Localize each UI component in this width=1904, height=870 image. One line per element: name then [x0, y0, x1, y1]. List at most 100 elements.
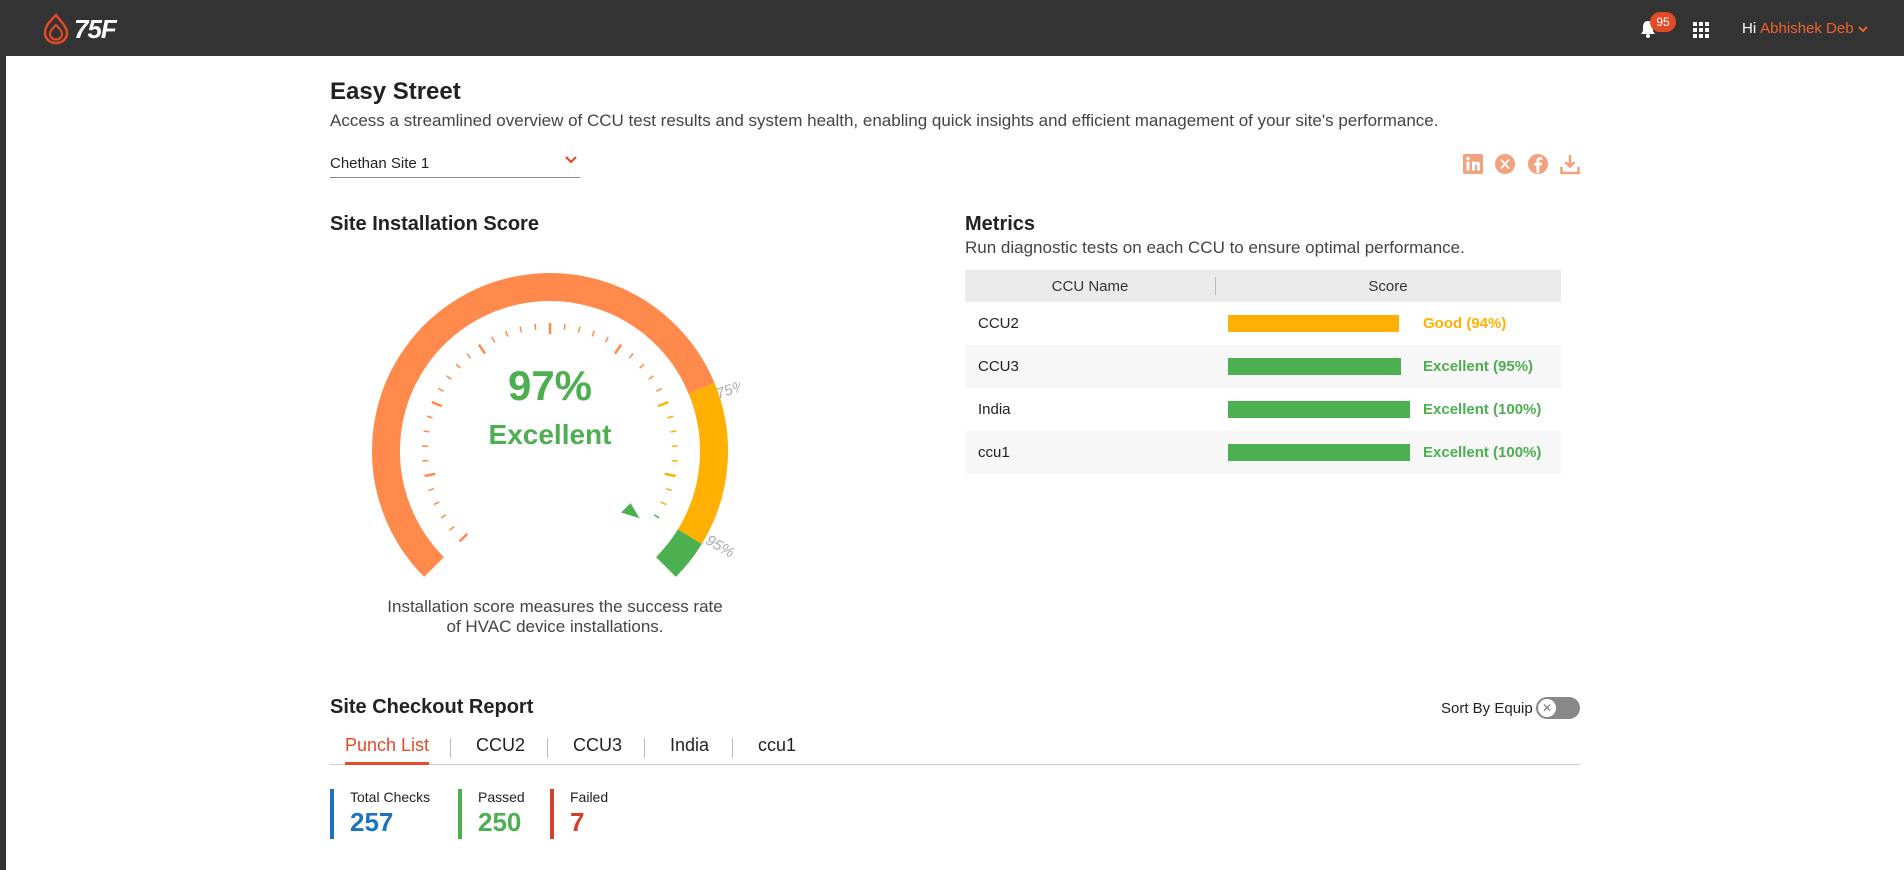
- checkout-title: Site Checkout Report: [330, 696, 534, 718]
- installation-score-title: Site Installation Score: [330, 213, 539, 235]
- metrics-table: CCU Name Score CCU2 Good (94%) CCU3 Excelle…: [965, 270, 1561, 474]
- gauge-tick: [449, 525, 455, 531]
- score-bar: [1228, 315, 1400, 332]
- tab-divider: [547, 738, 548, 758]
- gauge-tick: [648, 375, 654, 380]
- gauge-tick: [660, 501, 667, 506]
- download-icon[interactable]: [1559, 153, 1581, 175]
- checkout-tabs: Punch List CCU2 CCU3 India ccu1: [330, 733, 1580, 765]
- col-ccu-name[interactable]: CCU Name: [1051, 277, 1129, 295]
- gauge-tick: [491, 336, 496, 343]
- gauge-tick: [670, 430, 677, 433]
- greeting-text: Hi: [1742, 20, 1757, 37]
- column-divider: [1215, 277, 1216, 295]
- toggle-knob-close-icon: ✕: [1538, 699, 1556, 717]
- chevron-down-icon: [1857, 25, 1868, 32]
- site-select[interactable]: Chethan Site 1: [330, 150, 580, 178]
- score-label: Excellent (95%): [1423, 358, 1534, 375]
- table-row[interactable]: India Excellent (100%): [965, 388, 1561, 431]
- gauge-tick: [653, 514, 660, 519]
- notification-badge: 95: [1650, 12, 1676, 32]
- gauge-tick: [604, 336, 609, 343]
- metrics-subtitle: Run diagnostic tests on each CCU to ensu…: [965, 238, 1465, 257]
- score-bar: [1228, 358, 1401, 375]
- gauge-tick: [613, 343, 623, 355]
- sort-by-equip-toggle[interactable]: ✕: [1536, 697, 1580, 719]
- ccu-name: ccu1: [978, 444, 1010, 461]
- gauge-tick: [433, 501, 440, 506]
- page-subtitle: Access a streamlined overview of CCU tes…: [330, 111, 1439, 130]
- left-frame: [0, 56, 6, 870]
- gauge-arc-mid: [677, 382, 728, 544]
- stat-failed-value: 7: [570, 807, 585, 837]
- metrics-table-header: CCU Name Score: [965, 270, 1561, 302]
- apps-grid-icon[interactable]: [1693, 22, 1709, 38]
- stat-passed: Passed 250: [458, 789, 525, 839]
- gauge-rating: Excellent: [489, 419, 612, 450]
- stat-failed-label: Failed: [570, 789, 609, 805]
- tab-divider: [644, 738, 645, 758]
- table-row[interactable]: CCU3 Excellent (95%): [965, 345, 1561, 388]
- user-menu[interactable]: Hi Abhishek Deb: [1742, 20, 1868, 37]
- stat-passed-label: Passed: [478, 789, 525, 805]
- gauge-tick: [455, 363, 461, 369]
- col-score[interactable]: Score: [1368, 277, 1408, 295]
- gauge-tick: [534, 323, 537, 330]
- installation-gauge: 75% 95% 97% Excellent: [372, 273, 740, 577]
- table-row[interactable]: ccu1 Excellent (100%): [965, 431, 1561, 474]
- gauge-tick: [591, 330, 596, 337]
- page-title: Easy Street: [330, 78, 461, 105]
- stat-failed: Failed 7: [550, 789, 608, 839]
- tab-ccu1[interactable]: ccu1: [758, 735, 797, 755]
- gauge-tick: [431, 400, 443, 408]
- score-bar: [1228, 444, 1410, 461]
- ccu-name: CCU3: [978, 358, 1019, 375]
- site-select-value: Chethan Site 1: [330, 155, 430, 172]
- gauge-tick: [426, 415, 433, 419]
- stat-total-label: Total Checks: [350, 789, 431, 805]
- metrics-rows: CCU2 Good (94%) CCU3 Excellent (95%) India Ex…: [965, 302, 1561, 474]
- tab-ccu3[interactable]: CCU3: [573, 735, 623, 755]
- logo[interactable]: 75F: [42, 12, 117, 46]
- gauge-tick: [665, 487, 672, 492]
- tab-divider: [732, 738, 733, 758]
- score-label: Excellent (100%): [1423, 444, 1542, 461]
- gauge-pointer: [621, 503, 640, 519]
- stat-passed-value: 250: [478, 807, 522, 837]
- gauge-arc-high: [655, 529, 702, 577]
- stat-total-checks: Total Checks 257: [330, 789, 430, 839]
- ccu-name: CCU2: [978, 315, 1019, 332]
- metrics-title: Metrics: [965, 213, 1036, 235]
- gauge-tick: [466, 353, 472, 359]
- gauge-tick: [628, 353, 634, 359]
- table-row[interactable]: CCU2 Good (94%): [965, 302, 1561, 345]
- gauge-threshold-high: 95%: [703, 532, 738, 562]
- gauge-tick: [423, 430, 430, 433]
- gauge-tick: [563, 323, 566, 330]
- gauge-caption-line1: Installation score measures the success …: [387, 597, 723, 616]
- score-label: Excellent (100%): [1423, 401, 1542, 418]
- gauge-ticks: [422, 323, 678, 543]
- gauge-tick: [437, 387, 444, 393]
- x-icon[interactable]: [1494, 153, 1516, 175]
- ccu-name: India: [978, 401, 1011, 418]
- user-name: Abhishek Deb: [1760, 20, 1854, 37]
- sort-by-equip-label: Sort By Equip: [1441, 700, 1533, 717]
- score-label: Good (94%): [1423, 315, 1507, 332]
- tab-punch-list[interactable]: Punch List: [345, 735, 430, 765]
- gauge-tick: [577, 326, 581, 333]
- gauge-caption-line2: of HVAC device installations.: [446, 617, 664, 636]
- flame-logo-icon: [43, 13, 69, 45]
- gauge-tick: [440, 514, 447, 519]
- top-bar: 75F 95 Hi Abhishek Deb: [0, 0, 1904, 56]
- tab-ccu2[interactable]: CCU2: [476, 735, 526, 755]
- tab-divider: [450, 738, 451, 758]
- gauge-caption: Installation score measures the success …: [370, 597, 740, 637]
- gauge-tick: [504, 330, 509, 337]
- gauge-tick: [477, 343, 487, 355]
- gauge-tick: [664, 472, 676, 478]
- stat-total-value: 257: [350, 807, 394, 837]
- tab-india[interactable]: India: [670, 735, 710, 755]
- linkedin-icon[interactable]: [1462, 153, 1484, 175]
- facebook-icon[interactable]: [1527, 153, 1549, 175]
